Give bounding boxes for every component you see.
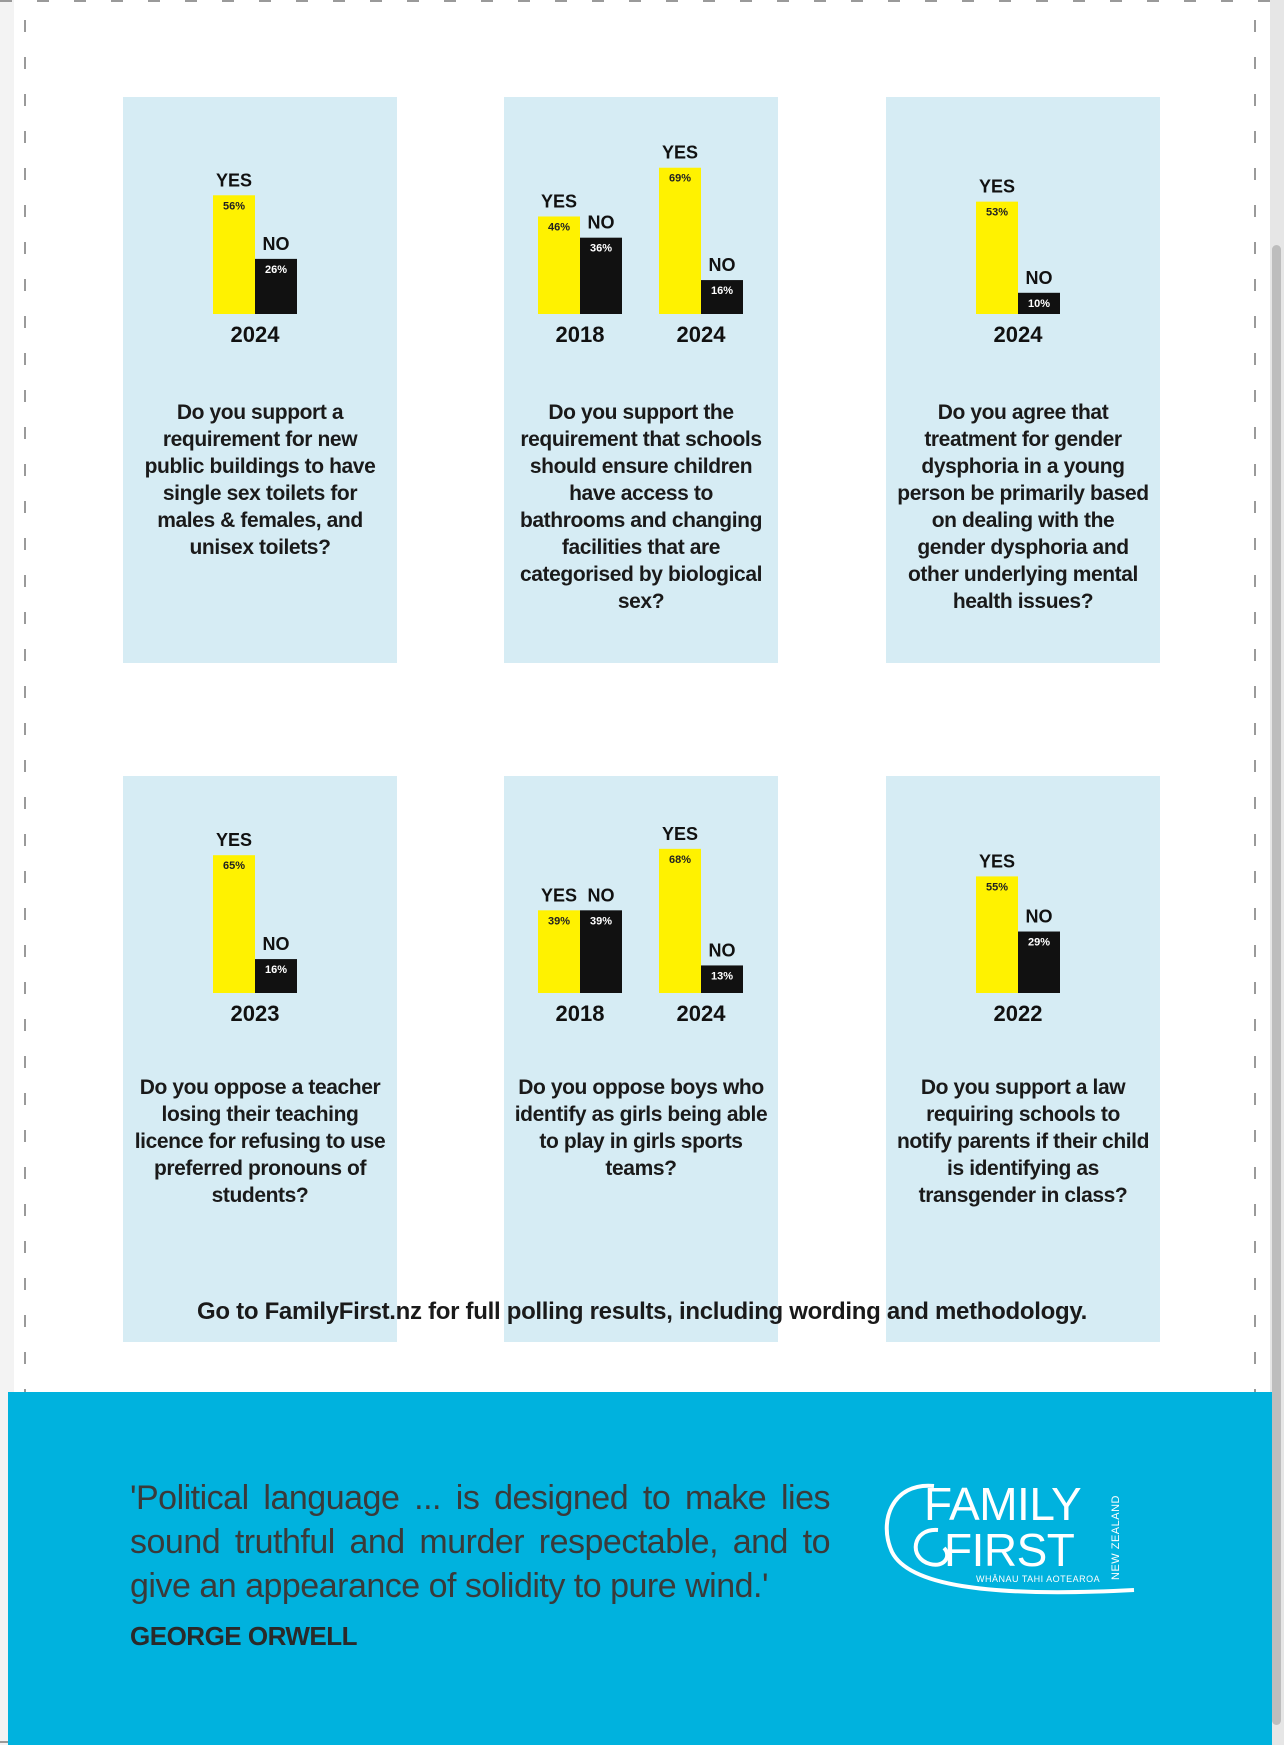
logo-family: FAMILY (924, 1478, 1082, 1530)
value-label-yes-2023: 65% (223, 860, 245, 872)
answer-label-yes-2024: YES (216, 170, 252, 190)
answer-label-no-2018: NO (588, 213, 615, 233)
logo-country: NEW ZEALAND (1110, 1495, 1122, 1580)
bar-no-2018 (580, 910, 622, 993)
answer-label-no-2018: NO (588, 885, 615, 905)
value-label-no-2024: 10% (1028, 298, 1050, 310)
poll-chart-2: 46% YES 36% NO 2018 69% YES 16% NO 2024 (538, 143, 743, 347)
value-label-yes-2018: 46% (548, 221, 570, 233)
answer-label-yes-2023: YES (216, 830, 252, 850)
family-first-logo: FAMILY FIRST WHĀNAU TAHI AOTEAROA NEW ZE… (872, 1472, 1142, 1600)
answer-label-no-2023: NO (263, 934, 290, 954)
value-label-no-2024: 26% (265, 264, 287, 276)
year-label-2023: 2023 (231, 1001, 280, 1026)
poll-question-6: Do you support a law requiring schools t… (896, 1076, 1150, 1207)
bar-yes-2024 (213, 195, 255, 314)
polling-footnote: Go to FamilyFirst.nz for full polling re… (197, 1298, 1087, 1325)
bar-no-2024 (255, 258, 297, 314)
scrollbar-thumb[interactable] (1272, 245, 1281, 1725)
year-label-2018: 2018 (556, 322, 605, 347)
year-label-2024: 2024 (677, 322, 727, 347)
value-label-yes-2022: 55% (986, 881, 1008, 893)
bar-yes-2024 (659, 848, 701, 993)
year-label-2022: 2022 (994, 1001, 1043, 1026)
value-label-no-2018: 39% (590, 915, 612, 927)
koru-swirl-icon (884, 1483, 1135, 1595)
answer-label-yes-2024: YES (662, 824, 698, 844)
bar-yes-2024 (659, 167, 701, 314)
logo-first: FIRST (944, 1524, 1075, 1576)
poll-chart-4: 65% YES 16% NO 2023 (213, 830, 297, 1026)
orwell-quote: 'Political language ... is designed to m… (130, 1479, 831, 1605)
value-label-yes-2024: 68% (669, 854, 691, 866)
cut-line-right (1254, 20, 1256, 1735)
bar-no-2018 (580, 237, 622, 314)
value-label-no-2024: 16% (711, 285, 733, 297)
bar-yes-2024 (976, 201, 1018, 314)
answer-label-yes-2018: YES (541, 191, 577, 211)
bar-yes-2018 (538, 910, 580, 993)
poll-card-2: 46% YES 36% NO 2018 69% YES 16% NO 2024 Do you su… (504, 97, 778, 663)
answer-label-yes-2024: YES (662, 143, 698, 163)
value-label-no-2023: 16% (265, 964, 287, 976)
value-label-yes-2024: 69% (669, 173, 691, 185)
answer-label-no-2024: NO (1026, 268, 1053, 288)
year-label-2024: 2024 (994, 322, 1044, 347)
quote-band (8, 1392, 1272, 1745)
poll-card-4: 65% YES 16% NO 2023 Do you oppose a teacher … (123, 776, 397, 1342)
year-label-2024: 2024 (231, 322, 281, 347)
bar-no-2023 (255, 959, 297, 993)
bar-no-2024 (1018, 292, 1060, 314)
answer-label-yes-2018: YES (541, 885, 577, 905)
poll-question-4: Do you oppose a teacher losing their tea… (134, 1076, 386, 1207)
poll-question-2: Do you support the requirement that scho… (519, 401, 763, 613)
poll-card-1: 56% YES 26% NO 2024 Do you support a require… (123, 97, 397, 663)
value-label-no-2022: 29% (1028, 937, 1050, 949)
logo-subtitle: WHĀNAU TAHI AOTEAROA (976, 1574, 1101, 1584)
poll-chart-5: 39% YES 39% NO 2018 68% YES 13% NO 2024 (538, 824, 743, 1026)
cut-line-left (24, 20, 26, 1735)
value-label-no-2018: 36% (590, 243, 612, 255)
bar-no-2024 (701, 965, 743, 993)
answer-label-no-2024: NO (263, 234, 290, 254)
cut-line-top (0, 0, 1284, 2)
year-label-2018: 2018 (556, 1001, 605, 1026)
value-label-yes-2018: 39% (548, 915, 570, 927)
poll-chart-1: 56% YES 26% NO 2024 (213, 170, 297, 347)
answer-label-no-2024: NO (709, 255, 736, 275)
answer-label-no-2024: NO (709, 940, 736, 960)
bar-yes-2023 (213, 855, 255, 993)
poll-question-1: Do you support a requirement for new pub… (144, 401, 376, 559)
quote-author: GEORGE ORWELL (130, 1621, 358, 1651)
poll-chart-6: 55% YES 29% NO 2022 (976, 851, 1060, 1026)
value-label-yes-2024: 53% (986, 207, 1008, 219)
bar-no-2022 (1018, 931, 1060, 993)
year-label-2024: 2024 (677, 1001, 727, 1026)
poll-chart-3: 53% YES 10% NO 2024 (976, 177, 1060, 347)
answer-label-yes-2022: YES (979, 851, 1015, 871)
bar-no-2024 (701, 280, 743, 314)
poll-card-3: 53% YES 10% NO 2024 Do you agree that treatm… (886, 97, 1160, 663)
poll-question-3: Do you agree that treatment for gender d… (897, 401, 1149, 613)
poll-card-5: 39% YES 39% NO 2018 68% YES 13% NO 2024 Do you op… (504, 776, 778, 1342)
answer-label-yes-2024: YES (979, 177, 1015, 197)
poll-card-6: 55% YES 29% NO 2022 Do you support a law req… (886, 776, 1160, 1342)
value-label-yes-2024: 56% (223, 200, 245, 212)
bar-yes-2022 (976, 876, 1018, 993)
value-label-no-2024: 13% (711, 970, 733, 982)
answer-label-no-2022: NO (1026, 907, 1053, 927)
bar-yes-2018 (538, 216, 580, 314)
poll-question-5: Do you oppose boys who identify as girls… (514, 1076, 768, 1180)
